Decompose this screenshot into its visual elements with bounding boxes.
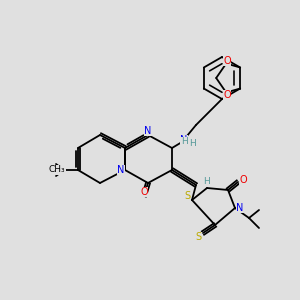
Text: N: N [236, 203, 244, 213]
Text: N: N [144, 126, 152, 136]
Text: O: O [224, 56, 231, 65]
Text: N: N [180, 135, 188, 145]
Text: O: O [140, 187, 148, 197]
Text: O: O [224, 91, 231, 100]
Text: S: S [184, 191, 190, 201]
Text: CH₃: CH₃ [49, 166, 65, 175]
Text: H: H [181, 137, 188, 146]
Text: O: O [239, 175, 247, 185]
Text: N: N [117, 165, 125, 175]
Text: H: H [189, 140, 195, 148]
Text: S: S [195, 232, 201, 242]
Text: H: H [202, 176, 209, 185]
